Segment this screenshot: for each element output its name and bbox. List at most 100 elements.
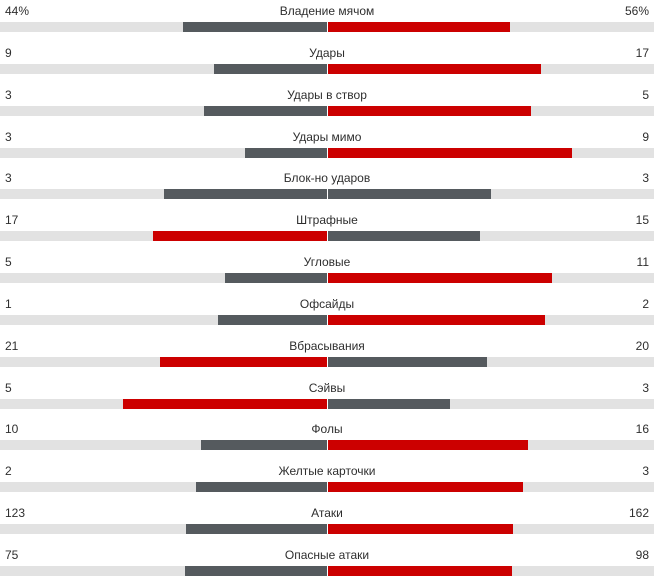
- stat-label: Вбрасывания: [289, 338, 365, 353]
- stat-row-labels: 75 Опасные атаки 98: [0, 547, 654, 564]
- right-value: 98: [635, 547, 649, 562]
- stat-row-labels: 9 Удары 17: [0, 45, 654, 62]
- right-value: 11: [636, 255, 649, 270]
- stat-label: Угловые: [303, 255, 351, 270]
- right-bar: [327, 63, 541, 74]
- stat-row-labels: 10 Фолы 16: [0, 421, 654, 438]
- left-bar: [159, 356, 327, 367]
- right-bar: [327, 273, 552, 284]
- stat-row: 10 Фолы 16: [0, 418, 654, 460]
- right-value: 3: [642, 464, 649, 479]
- right-bar: [327, 189, 491, 200]
- bar-track: [0, 63, 654, 74]
- right-value: 56%: [624, 4, 649, 18]
- left-bar: [185, 524, 327, 535]
- left-bar: [183, 22, 327, 32]
- stat-row: 3 Удары мимо 9: [0, 126, 654, 168]
- left-value: 5: [5, 380, 12, 395]
- left-value: 123: [5, 506, 26, 521]
- stat-label: Офсайды: [299, 296, 355, 311]
- stat-row: 2 Желтые карточки 3: [0, 460, 654, 502]
- left-bar: [245, 147, 327, 158]
- right-bar: [327, 524, 513, 535]
- stat-row: 9 Удары 17: [0, 42, 654, 84]
- left-bar: [224, 273, 327, 284]
- left-value: 3: [5, 87, 12, 102]
- left-bar: [122, 398, 327, 409]
- right-bar: [327, 147, 573, 158]
- left-value: 75: [5, 547, 19, 562]
- stat-row: 21 Вбрасывания 20: [0, 335, 654, 377]
- bar-track: [0, 22, 654, 32]
- stat-label: Владение мячом: [279, 4, 375, 18]
- left-bar: [204, 105, 327, 116]
- stat-row: 123 Атаки 162: [0, 502, 654, 544]
- right-bar: [327, 398, 450, 409]
- left-value: 21: [5, 338, 19, 353]
- bar-track: [0, 398, 654, 409]
- stat-label: Удары: [309, 45, 345, 60]
- stat-row-labels: 17 Штрафные 15: [0, 212, 654, 229]
- right-bar: [327, 565, 513, 576]
- stat-row-labels: 2 Желтые карточки 3: [0, 463, 654, 480]
- right-bar: [327, 105, 532, 116]
- left-bar: [196, 482, 327, 493]
- left-value: 1: [5, 296, 12, 311]
- stat-row: 1 Офсайды 2: [0, 293, 654, 335]
- right-value: 15: [635, 213, 649, 228]
- stat-row: 75 Опасные атаки 98: [0, 544, 654, 586]
- stat-row: 5 Сэйвы 3: [0, 377, 654, 419]
- left-value: 44%: [5, 4, 30, 18]
- right-bar: [327, 356, 487, 367]
- stat-label: Опасные атаки: [284, 547, 370, 562]
- left-value: 10: [5, 422, 19, 437]
- left-bar: [185, 565, 327, 576]
- stat-label: Желтые карточки: [278, 464, 376, 479]
- stat-row-labels: 5 Угловые 11: [0, 254, 654, 271]
- bar-track: [0, 482, 654, 493]
- bar-track: [0, 273, 654, 284]
- right-bar: [327, 440, 529, 451]
- left-value: 9: [5, 45, 12, 60]
- stat-row-labels: 3 Блок-но ударов 3: [0, 170, 654, 187]
- bar-track: [0, 565, 654, 576]
- stat-label: Блок-но ударов: [283, 171, 371, 186]
- right-bar: [327, 231, 481, 242]
- right-value: 2: [642, 296, 649, 311]
- left-bar: [201, 440, 327, 451]
- right-bar: [327, 482, 524, 493]
- bar-track: [0, 105, 654, 116]
- stat-row-labels: 21 Вбрасывания 20: [0, 338, 654, 355]
- stat-row: 44% Владение мячом 56%: [0, 0, 654, 42]
- right-value: 20: [635, 338, 649, 353]
- right-bar: [327, 22, 511, 32]
- stat-label: Штрафные: [296, 213, 358, 228]
- bar-track: [0, 231, 654, 242]
- stat-row-labels: 5 Сэйвы 3: [0, 380, 654, 397]
- stat-label: Фолы: [311, 422, 343, 437]
- left-value: 2: [5, 464, 12, 479]
- left-value: 17: [5, 213, 19, 228]
- bar-track: [0, 524, 654, 535]
- left-bar: [163, 189, 327, 200]
- stat-row-labels: 44% Владение мячом 56%: [0, 3, 654, 20]
- stat-label: Сэйвы: [308, 380, 346, 395]
- left-bar: [213, 63, 327, 74]
- right-value: 9: [642, 129, 649, 144]
- stat-label: Удары в створ: [287, 87, 367, 102]
- left-value: 5: [5, 255, 12, 270]
- left-bar: [153, 231, 327, 242]
- stat-row: 5 Угловые 11: [0, 251, 654, 293]
- bar-track: [0, 356, 654, 367]
- right-value: 5: [642, 87, 649, 102]
- right-value: 17: [635, 45, 649, 60]
- right-value: 16: [635, 422, 649, 437]
- bar-track: [0, 314, 654, 325]
- left-value: 3: [5, 129, 12, 144]
- left-value: 3: [5, 171, 12, 186]
- stat-row: 17 Штрафные 15: [0, 209, 654, 251]
- right-value: 3: [642, 171, 649, 186]
- stat-row-labels: 3 Удары в створ 5: [0, 87, 654, 104]
- stat-row-labels: 1 Офсайды 2: [0, 296, 654, 313]
